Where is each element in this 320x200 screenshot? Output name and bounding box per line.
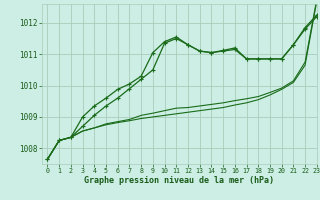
X-axis label: Graphe pression niveau de la mer (hPa): Graphe pression niveau de la mer (hPa) xyxy=(84,176,274,185)
